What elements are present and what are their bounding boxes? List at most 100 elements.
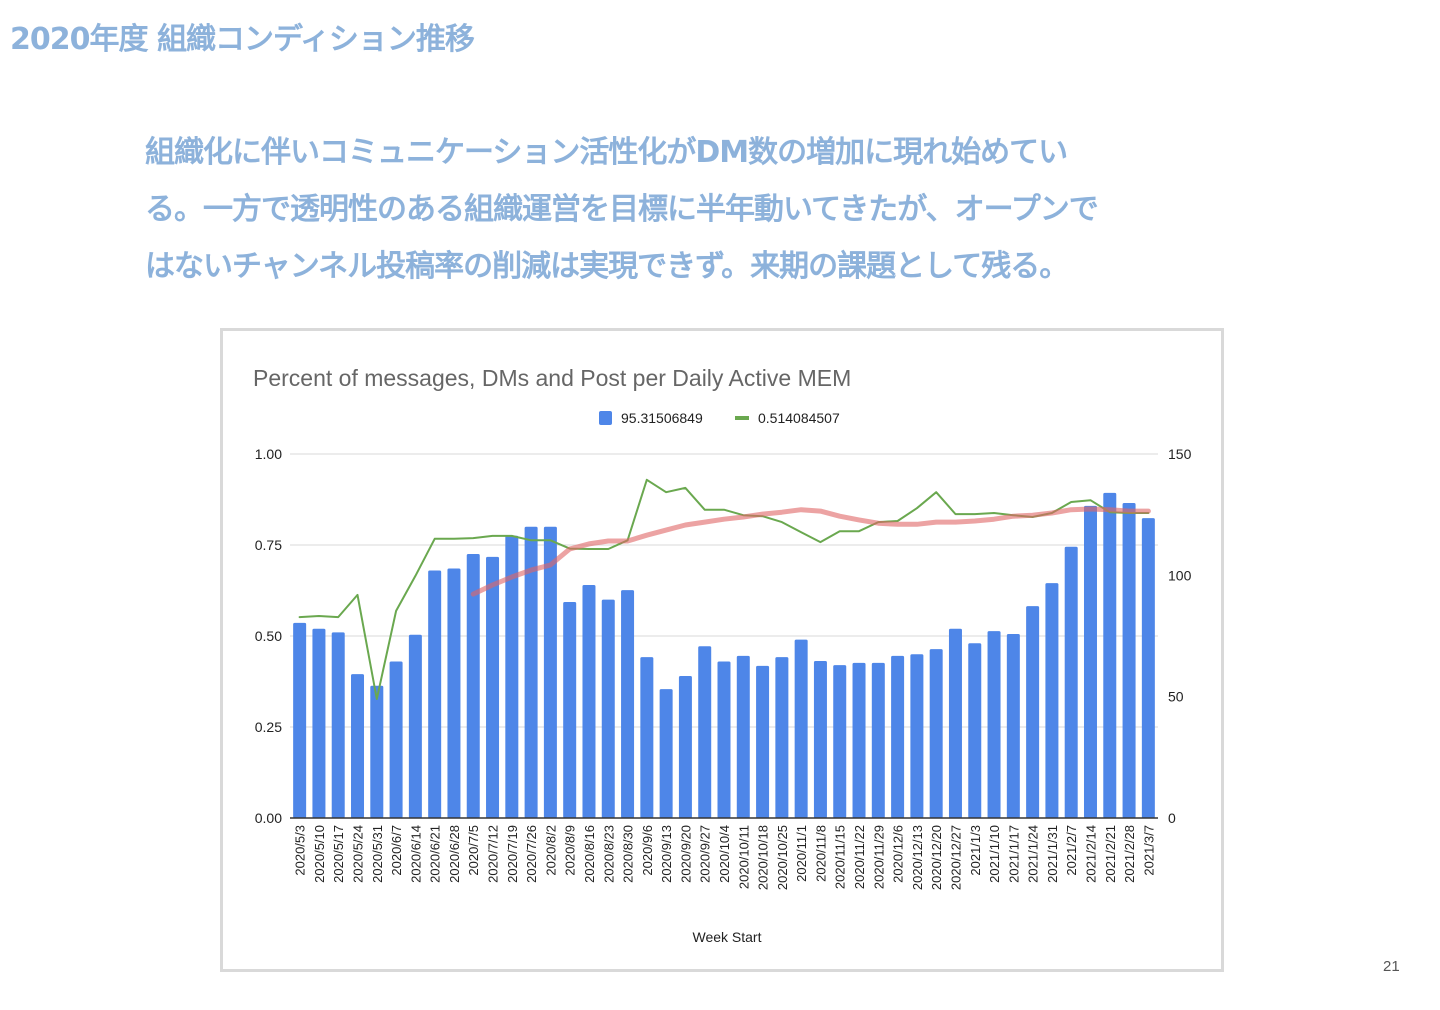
x-tick-label: 2020/9/6: [640, 825, 655, 876]
bar: [852, 662, 866, 818]
x-tick-label: 2020/11/8: [813, 825, 828, 882]
bar: [389, 661, 403, 818]
x-tick-label: 2020/11/15: [833, 825, 848, 889]
series-line: [298, 478, 1150, 700]
x-tick-label: 2020/10/11: [736, 825, 751, 889]
chart-title: Percent of messages, DMs and Post per Da…: [253, 365, 851, 391]
bar: [717, 661, 731, 818]
bar: [698, 646, 712, 818]
bar: [524, 526, 538, 818]
bar: [621, 590, 635, 818]
x-tick-label: 2020/12/6: [891, 825, 906, 883]
summary-line: はないチャンネル投稿率の削減は実現できず。来期の課題として残る。: [145, 249, 1069, 284]
bar: [910, 654, 924, 818]
bar: [582, 585, 596, 818]
x-tick-label: 2020/7/12: [486, 825, 501, 883]
bar: [601, 599, 615, 818]
x-tick-label: 2020/8/2: [543, 825, 558, 876]
x-tick-label: 2021/3/7: [1141, 825, 1156, 876]
summary-paragraph: 組織化に伴いコミュニケーション活性化がDM数の増加に現れ始めてい る。一方で透明…: [145, 124, 1345, 295]
bar: [1083, 505, 1097, 818]
bar: [640, 657, 654, 818]
bar: [1122, 503, 1136, 818]
x-tick-label: 2020/9/13: [659, 825, 674, 883]
legend-swatch-line: [735, 416, 749, 420]
x-tick-label: 2020/5/17: [331, 825, 346, 883]
bar: [1026, 606, 1040, 818]
bar: [1103, 492, 1117, 818]
legend-swatch-bar: [599, 411, 612, 425]
bar: [891, 655, 905, 818]
x-tick-label: 2020/6/21: [428, 825, 443, 883]
bar: [1045, 583, 1059, 818]
x-tick-label: 2021/1/3: [968, 825, 983, 876]
x-tick-label: 2020/9/20: [678, 825, 693, 883]
x-tick-label: 2020/10/4: [717, 825, 732, 883]
bar: [351, 674, 365, 818]
bar: [948, 628, 962, 818]
x-tick-label: 2020/7/5: [466, 825, 481, 876]
bar: [775, 657, 789, 818]
right-tick-label: 150: [1168, 446, 1192, 462]
x-tick-label: 2021/2/14: [1083, 825, 1098, 883]
bar: [505, 535, 519, 818]
x-tick-label: 2020/12/13: [910, 825, 925, 890]
trend-line: [470, 506, 1151, 597]
slide-title: 2020年度 組織コンディション推移: [10, 22, 475, 57]
bar: [968, 643, 982, 818]
combo-chart: Percent of messages, DMs and Post per Da…: [253, 365, 1192, 945]
x-tick-label: 2020/5/10: [312, 825, 327, 883]
x-tick-label: 2021/1/31: [1045, 825, 1060, 883]
x-tick-label: 2020/5/24: [351, 825, 366, 883]
bar: [563, 602, 577, 818]
bar: [813, 660, 827, 818]
x-axis-label: Week Start: [693, 929, 762, 945]
x-tick-label: 2020/6/28: [447, 825, 462, 883]
x-tick-label: 2020/11/29: [871, 825, 886, 889]
bar: [428, 570, 442, 818]
bar: [466, 553, 480, 818]
bar: [293, 622, 307, 818]
x-tick-label: 2020/8/23: [601, 825, 616, 883]
left-tick-label: 0.75: [255, 537, 282, 553]
x-tick-label: 2020/8/16: [582, 825, 597, 883]
bar: [929, 649, 943, 818]
summary-line: 組織化に伴いコミュニケーション活性化がDM数の増加に現れ始めてい: [145, 135, 1068, 170]
x-tick-label: 2020/5/31: [370, 825, 385, 883]
bar: [756, 665, 770, 818]
bar: [678, 676, 692, 818]
bar: [1006, 634, 1020, 818]
x-tick-label: 2021/1/24: [1026, 825, 1041, 883]
x-tick-label: 2020/12/20: [929, 825, 944, 890]
x-tick-label: 2020/7/19: [505, 825, 520, 883]
x-tick-label: 2020/12/27: [948, 825, 963, 890]
x-tick-label: 2020/8/9: [563, 825, 578, 876]
legend: 95.31506849 0.514084507: [599, 410, 840, 426]
bar: [543, 526, 557, 818]
bar: [987, 631, 1001, 818]
page-number: 21: [1383, 958, 1400, 975]
right-tick-label: 100: [1168, 567, 1192, 583]
left-tick-label: 0.25: [255, 719, 282, 735]
bar: [736, 655, 750, 818]
x-tick-label: 2020/10/18: [756, 825, 771, 890]
left-tick-label: 1.00: [255, 446, 282, 462]
x-tick-label: 2021/1/17: [1006, 825, 1021, 883]
right-tick-label: 50: [1168, 689, 1184, 705]
bar: [1141, 518, 1155, 818]
right-tick-label: 0: [1168, 810, 1176, 826]
bar: [871, 662, 885, 818]
bar: [833, 665, 847, 818]
x-tick-label: 2020/11/1: [794, 825, 809, 882]
x-tick-label: 2020/6/14: [408, 825, 423, 883]
x-tick-label: 2020/6/7: [389, 825, 404, 876]
bar: [659, 689, 673, 818]
x-tick-label: 2020/10/25: [775, 825, 790, 890]
bar: [408, 634, 422, 818]
bar: [794, 639, 808, 818]
x-tick-label: 2020/8/30: [621, 825, 636, 883]
bar: [447, 568, 461, 818]
x-tick-label: 2020/7/26: [524, 825, 539, 883]
bar: [312, 628, 326, 818]
x-tick-label: 2020/9/27: [698, 825, 713, 883]
